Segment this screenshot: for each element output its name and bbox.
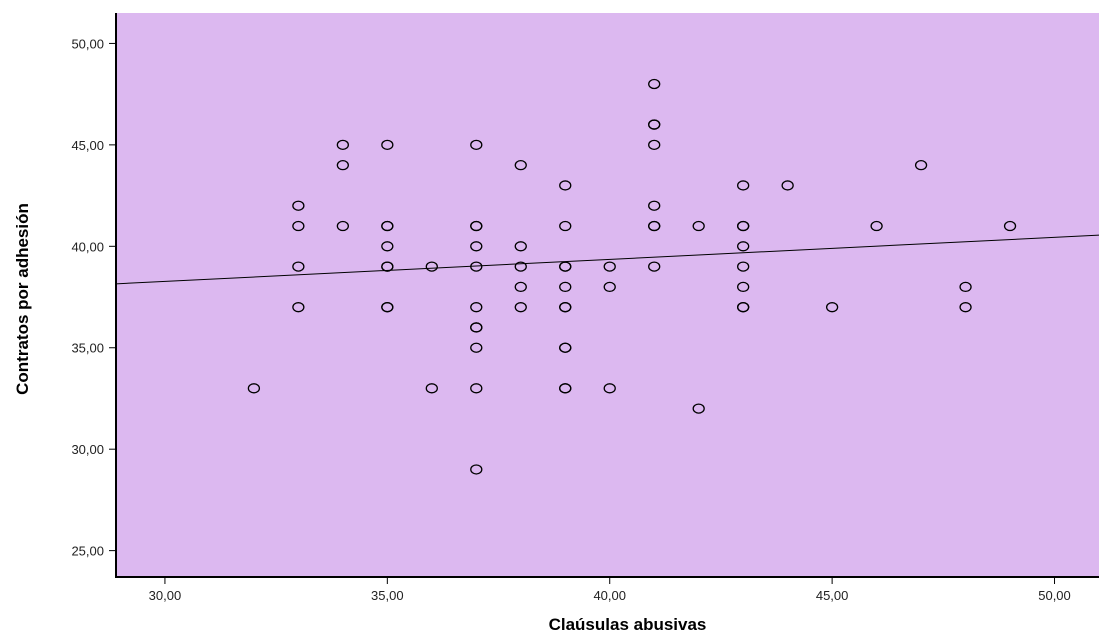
data-point	[292, 261, 305, 272]
data-point	[648, 119, 661, 130]
x-tick-label: 35,00	[371, 588, 404, 603]
data-point	[959, 281, 972, 293]
x-axis-title: Claúsulas abusivas	[549, 615, 707, 634]
data-point	[470, 261, 483, 272]
data-point	[648, 139, 661, 151]
data-point	[603, 261, 616, 272]
data-point	[737, 180, 750, 191]
y-tick-label: 35,00	[71, 341, 104, 356]
data-point	[514, 241, 527, 252]
x-tick-label: 50,00	[1038, 588, 1071, 603]
data-point	[470, 220, 483, 232]
data-point	[648, 78, 661, 90]
data-point	[959, 302, 972, 313]
plot-area	[116, 13, 1099, 577]
data-point	[559, 220, 572, 232]
data-point	[559, 281, 572, 293]
data-point	[381, 241, 394, 252]
data-point	[470, 302, 483, 313]
y-tick-label: 40,00	[71, 239, 104, 254]
data-point	[1003, 220, 1017, 232]
data-point	[648, 261, 661, 272]
y-axis-title: Contratos por adhesión	[13, 203, 32, 395]
data-point	[336, 160, 349, 171]
data-point	[559, 302, 572, 313]
data-point	[470, 342, 483, 353]
data-point	[692, 403, 705, 414]
data-point	[559, 383, 572, 394]
data-point	[737, 261, 750, 272]
data-point	[514, 261, 527, 272]
x-tick-label: 40,00	[593, 588, 626, 603]
data-point	[381, 139, 394, 151]
x-tick-label: 45,00	[816, 588, 849, 603]
data-point	[514, 281, 527, 293]
data-point	[603, 281, 616, 293]
data-point	[292, 302, 305, 313]
x-tick-label: 30,00	[149, 588, 182, 603]
data-point	[559, 180, 572, 191]
data-point	[514, 302, 527, 313]
data-point	[870, 220, 883, 232]
data-point	[425, 261, 438, 272]
data-point	[336, 220, 349, 232]
data-point	[514, 160, 527, 171]
data-point	[381, 261, 394, 272]
data-point	[648, 200, 661, 211]
data-point	[559, 261, 572, 272]
data-point	[381, 302, 394, 313]
data-point	[825, 302, 839, 313]
data-point	[737, 281, 750, 293]
data-point	[470, 241, 483, 252]
data-point	[648, 220, 661, 232]
data-point	[470, 383, 483, 394]
y-tick-label: 30,00	[71, 442, 104, 457]
data-point	[247, 383, 261, 394]
data-point	[559, 342, 572, 353]
data-points	[247, 78, 1017, 475]
data-point	[470, 322, 483, 333]
data-point	[603, 383, 616, 394]
data-point	[737, 302, 750, 313]
data-point	[292, 220, 305, 232]
y-axis-ticks: 25,00 30,00 35,00 40,00 45,00 50,00	[71, 36, 116, 559]
data-point	[470, 139, 483, 151]
data-point	[425, 383, 438, 394]
data-point	[737, 241, 750, 252]
data-point	[737, 220, 750, 232]
data-point	[292, 200, 305, 211]
y-tick-label: 50,00	[71, 36, 104, 51]
y-tick-label: 45,00	[71, 138, 104, 153]
x-axis-ticks: 30,00 35,00 40,00 45,00 50,00	[149, 577, 1071, 603]
data-point	[336, 139, 349, 151]
y-tick-label: 25,00	[71, 544, 104, 559]
data-point	[381, 220, 394, 232]
data-point	[914, 160, 928, 171]
data-point	[781, 180, 794, 191]
data-point	[470, 464, 483, 475]
fit-line	[115, 234, 1099, 285]
data-point	[692, 220, 705, 232]
